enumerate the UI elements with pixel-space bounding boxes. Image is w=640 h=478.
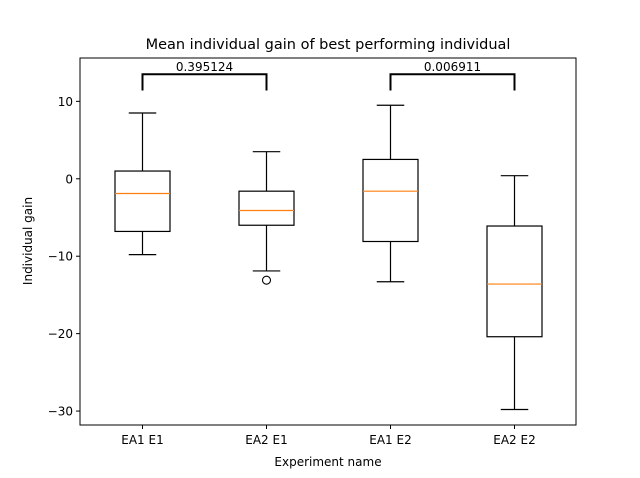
y-tick-label: 10 xyxy=(58,95,73,109)
plot-area xyxy=(114,104,543,411)
iqr-box xyxy=(362,158,419,243)
box-2 xyxy=(238,151,295,285)
y-tick-label: −30 xyxy=(48,405,73,419)
bracket-label: 0.006911 xyxy=(424,60,481,74)
significance-annotations: 0.395124 0.006911 xyxy=(141,60,516,91)
x-axis-label: Experiment name xyxy=(274,455,381,469)
box-3 xyxy=(362,104,419,283)
x-tick-label: EA2 E1 xyxy=(245,433,287,447)
box-4 xyxy=(486,175,543,411)
axes-frame xyxy=(79,57,577,426)
significance-bracket-2: 0.006911 xyxy=(389,60,516,91)
x-tick-label: EA1 E1 xyxy=(121,433,163,447)
bracket-line xyxy=(141,73,268,91)
y-tick-label: −10 xyxy=(48,250,73,264)
y-tick-label: 0 xyxy=(65,172,73,186)
chart-title: Mean individual gain of best performing … xyxy=(146,37,511,53)
y-axis-label: Individual gain xyxy=(21,197,35,285)
bracket-label: 0.395124 xyxy=(176,60,233,74)
iqr-box xyxy=(486,225,543,338)
y-tick-label: −20 xyxy=(48,327,73,341)
iqr-box xyxy=(238,190,295,226)
significance-bracket-1: 0.395124 xyxy=(141,60,268,91)
bracket-line xyxy=(389,73,516,91)
axes: 10 0 −10 −20 −30 EA1 E1 EA2 E1 EA1 E2 EA2 E2 xyxy=(48,57,577,447)
iqr-box xyxy=(114,170,171,233)
x-tick-label: EA1 E2 xyxy=(369,433,411,447)
x-tick-label: EA2 E2 xyxy=(493,433,535,447)
outlier-point xyxy=(261,275,272,285)
box-1 xyxy=(114,112,171,256)
